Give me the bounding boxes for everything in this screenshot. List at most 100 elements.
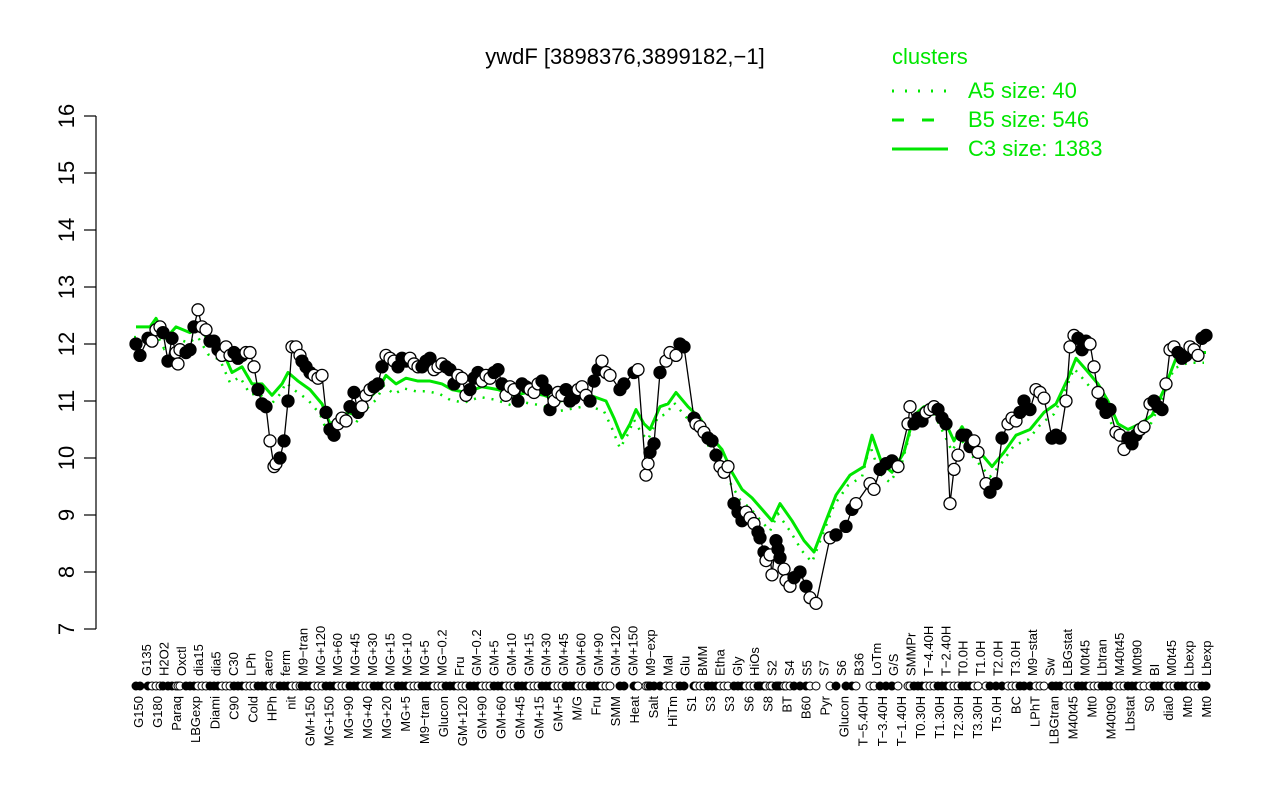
- data-point: [943, 496, 957, 511]
- data-point: [939, 417, 953, 431]
- data-point: [631, 362, 645, 377]
- x-tick-label: S2: [765, 660, 780, 676]
- data-point: [263, 434, 277, 448]
- data-point: [799, 579, 813, 593]
- data-point: [1191, 348, 1205, 363]
- data-point: [375, 360, 389, 374]
- x-tick-label: GM+15: [532, 696, 547, 739]
- x-tick-label: M40t45: [1112, 633, 1127, 676]
- x-tick-label: SMM: [608, 696, 623, 726]
- x-tick-label: S3: [722, 696, 737, 712]
- data-point: [809, 596, 823, 610]
- data-point: [455, 371, 469, 385]
- x-tick-label: GM+120: [455, 696, 470, 746]
- data-point: [133, 348, 147, 363]
- x-tick-label: M9−tran: [417, 696, 432, 744]
- x-tick-label: dia5: [209, 651, 224, 676]
- x-tick-label: GM+90: [591, 633, 606, 676]
- data-point: [423, 351, 437, 365]
- x-tick-label: MG+60: [330, 633, 345, 676]
- x-tick-label: LPhT: [1027, 696, 1042, 727]
- x-tick-label: Glu: [678, 656, 693, 676]
- data-point: [587, 374, 601, 388]
- x-tick-label: GM−0.2: [469, 629, 484, 676]
- data-point: [603, 368, 617, 383]
- data-point: [639, 468, 653, 482]
- data-point: [1199, 328, 1213, 343]
- x-tick-label: Sw: [1043, 657, 1058, 676]
- data-point: [319, 405, 333, 420]
- x-tick-label: GM+5: [487, 640, 502, 676]
- x-tick-label: B36: [851, 653, 866, 676]
- x-tick-label: M/G: [570, 696, 585, 721]
- x-tick-label: T−2.40H: [938, 626, 953, 676]
- x-tick-label: nit: [284, 696, 299, 710]
- data-point: [705, 434, 719, 448]
- data-point: [777, 562, 791, 576]
- x-tick-label: SMMPr: [904, 632, 919, 676]
- x-tick-label: S0: [1142, 696, 1157, 712]
- x-tick-label: MG+5: [398, 696, 413, 732]
- data-point: [1087, 360, 1101, 374]
- data-point: [971, 445, 985, 459]
- x-tick-label: MG−0.2: [434, 629, 449, 676]
- data-point: [199, 323, 213, 337]
- data-point: [277, 434, 291, 448]
- x-tick-label: Glucon: [436, 696, 451, 737]
- x-tick-label: Lbstat: [1123, 696, 1138, 732]
- data-point: [511, 394, 525, 408]
- x-tick-label: Diami: [207, 696, 222, 729]
- x-tick-label: T−4.40H: [921, 626, 936, 676]
- legend-entry-a5: A5 size: 40: [890, 76, 1103, 105]
- data-point: [829, 528, 843, 542]
- data-point: [259, 400, 273, 414]
- x-tick-label: Pyr: [818, 695, 833, 715]
- x-tick-label: T2.30H: [951, 696, 966, 739]
- x-tick-label: T−5.40H: [856, 696, 871, 746]
- solid-line-icon: [890, 144, 950, 154]
- data-point: [903, 400, 917, 414]
- data-point: [355, 400, 369, 414]
- dotted-line-icon: [890, 86, 950, 96]
- x-tick-label: LPh: [243, 653, 258, 676]
- data-point: [251, 382, 265, 397]
- x-tick-label: Lbexp: [1199, 641, 1214, 676]
- x-tick-label: dia0: [1161, 696, 1176, 721]
- legend: clusters A5 size: 40 B5 size: 546 C3 siz…: [890, 44, 1103, 163]
- data-point: [677, 340, 691, 354]
- x-tick-label: LoTm: [869, 643, 884, 676]
- data-point: [1023, 402, 1037, 417]
- x-tick-label: GM+120: [608, 626, 623, 676]
- data-point: [1037, 391, 1051, 405]
- y-tick-label: 10: [54, 446, 79, 470]
- data-point: [839, 519, 853, 534]
- x-tick-label: H2O2: [156, 642, 171, 676]
- data-point: [371, 377, 385, 391]
- legend-label-b5: B5 size: 546: [968, 106, 1090, 132]
- x-tick-label: C90: [226, 696, 241, 720]
- x-tick-label: S7: [817, 660, 832, 676]
- data-point: [247, 360, 261, 374]
- data-point: [583, 394, 597, 408]
- data-point: [753, 531, 767, 545]
- x-tick-label: MG+150: [322, 696, 337, 746]
- x-tick-label: dia15: [191, 644, 206, 676]
- x-tick-label: B60: [799, 696, 814, 719]
- x-tick-label: HPh: [265, 696, 280, 721]
- data-point: [989, 476, 1003, 491]
- x-tick-label: T3.30H: [970, 696, 985, 739]
- data-point: [339, 414, 353, 428]
- x-tick-label: S1: [684, 696, 699, 712]
- x-tick-label: Fru: [452, 657, 467, 677]
- data-point: [867, 482, 881, 497]
- x-tick-label: aero: [261, 650, 276, 676]
- x-tick-label: S6: [741, 696, 756, 712]
- x-tick-label: Etha: [712, 648, 727, 676]
- x-tick-label: BMM: [695, 646, 710, 676]
- legend-entry-b5: B5 size: 546: [890, 105, 1103, 134]
- x-tick-label: M40t90: [1104, 696, 1119, 739]
- x-tick-label: GM+150: [303, 696, 318, 746]
- x-tick-label: MG+15: [382, 633, 397, 676]
- x-tick-label: G/S: [886, 653, 901, 676]
- x-tick-label: Paraq: [169, 696, 184, 731]
